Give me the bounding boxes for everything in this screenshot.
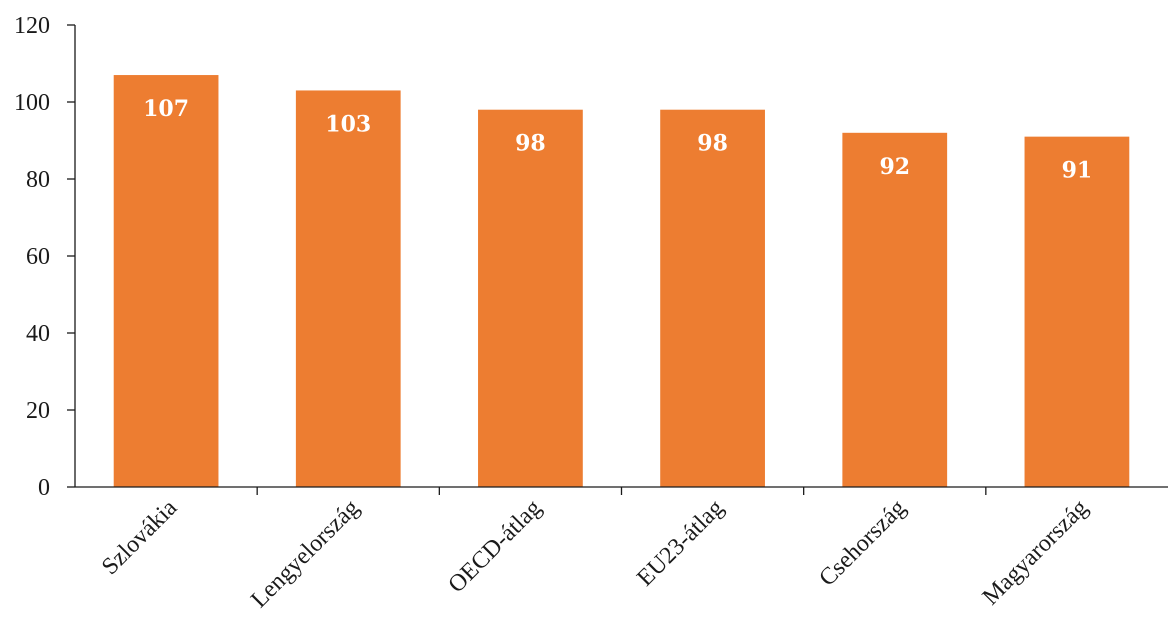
data-label: 107 xyxy=(143,96,189,122)
y-tick-label: 120 xyxy=(14,13,50,39)
data-label: 91 xyxy=(1062,158,1093,184)
x-category-label: EU23-átlag xyxy=(632,495,729,592)
y-tick-label: 20 xyxy=(26,398,50,424)
y-tick-label: 60 xyxy=(26,244,50,270)
bar xyxy=(295,90,401,487)
x-axis: Szlovákia Lengyelország OECD-átlag EU23-átl… xyxy=(75,486,1168,613)
data-labels-group: 107 103 98 98 92 91 xyxy=(143,96,1092,184)
data-label: 98 xyxy=(515,131,546,157)
bar xyxy=(660,109,765,487)
bar xyxy=(842,132,948,488)
y-tick-label: 80 xyxy=(26,167,50,193)
data-label: 103 xyxy=(325,111,371,137)
bars-group xyxy=(113,75,1130,488)
y-tick-label: 40 xyxy=(26,321,50,347)
bar xyxy=(113,75,219,488)
y-tick-label: 100 xyxy=(14,90,50,116)
x-category-label: Szlovákia xyxy=(97,495,183,581)
x-category-label: OECD-átlag xyxy=(443,495,546,598)
bar xyxy=(478,109,583,487)
y-axis: 0 20 40 60 80 100 120 xyxy=(14,13,76,501)
x-category-label: Lengyelország xyxy=(246,495,364,613)
data-label: 92 xyxy=(879,154,910,180)
x-category-label: Magyarország xyxy=(978,495,1093,610)
y-tick-label: 0 xyxy=(38,475,50,501)
bar xyxy=(1024,136,1130,487)
x-category-label: Csehország xyxy=(814,495,911,592)
data-label: 98 xyxy=(697,131,728,157)
